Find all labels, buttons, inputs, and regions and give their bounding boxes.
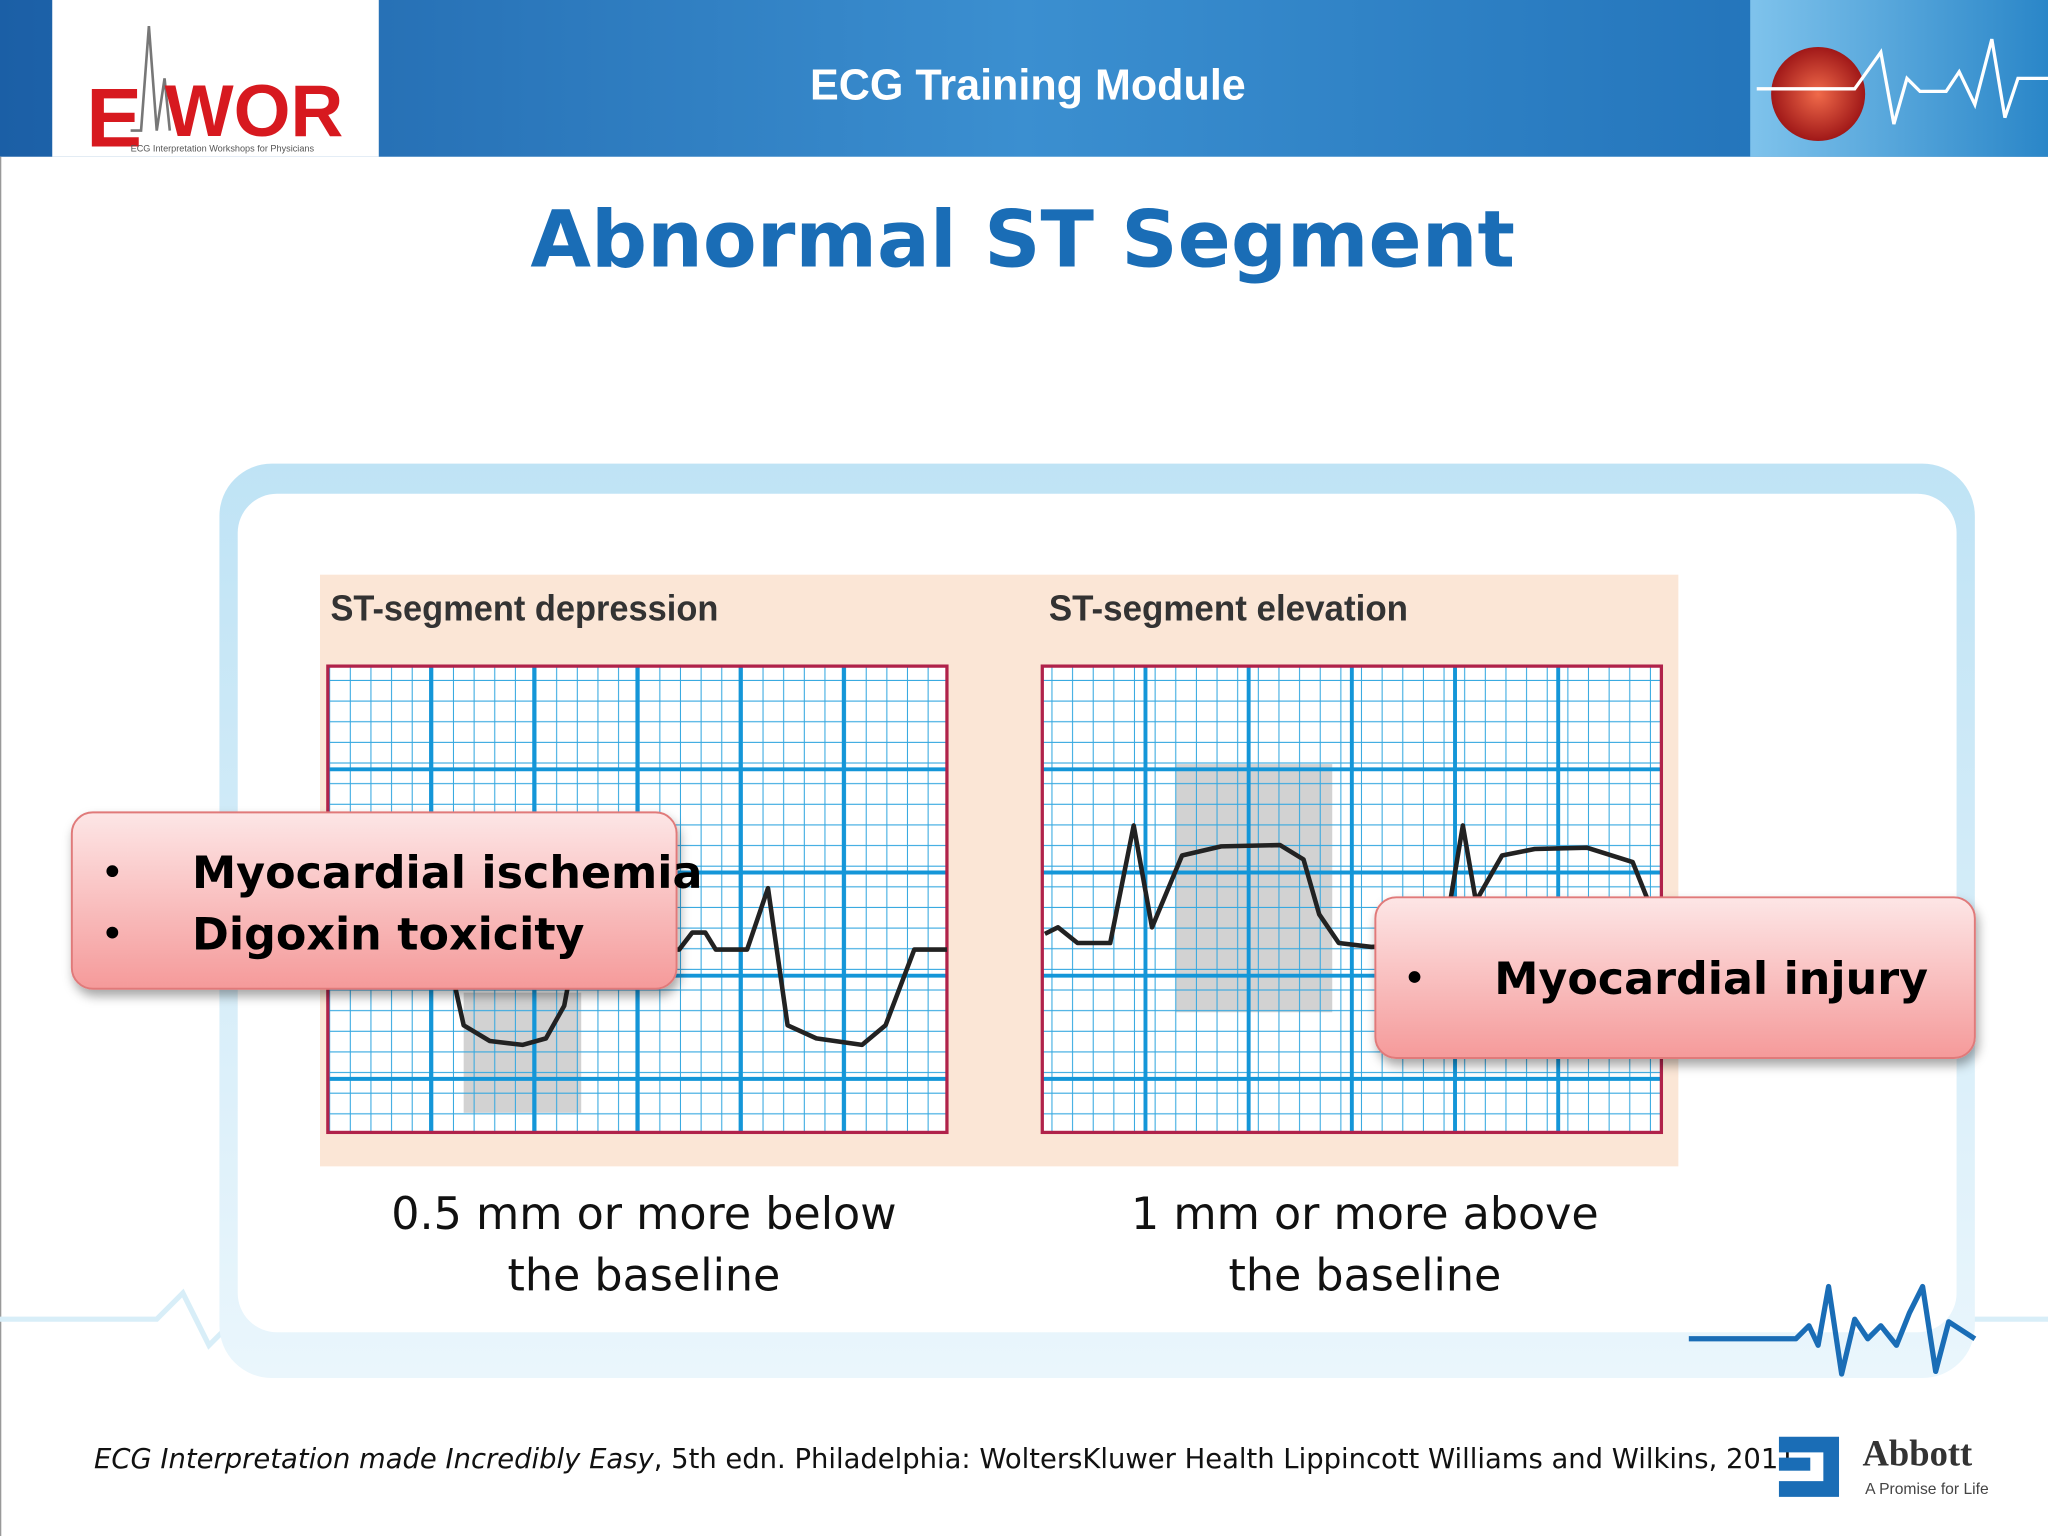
logo-spike	[130, 26, 172, 132]
citation-title: ECG Interpretation made Incredibly Easy	[94, 1444, 654, 1475]
logo-letter: E	[86, 70, 142, 164]
logo-box	[52, 0, 379, 157]
header-title: ECG Training Module	[810, 61, 1246, 109]
bullet	[1408, 971, 1421, 983]
header-ecg	[1756, 38, 2048, 125]
bullet	[106, 926, 119, 939]
callout-box	[70, 811, 678, 990]
logo-letters: WOR	[165, 71, 344, 152]
caption: 0.5 mm or more below	[391, 1189, 896, 1240]
caption: the baseline	[1228, 1250, 1501, 1301]
callout-item: Myocardial injury	[1494, 954, 1928, 1005]
callout-box	[1374, 896, 1976, 1059]
panel-heading: ST-segment depression	[330, 587, 718, 628]
citation: ECG Interpretation made Incredibly Easy,…	[94, 1444, 1804, 1475]
citation-details: , 5th edn. Philadelphia: WoltersKluwer H…	[654, 1444, 1805, 1475]
abbott-tagline: A Promise for Life	[1865, 1481, 1989, 1498]
caption: the baseline	[507, 1250, 780, 1301]
callout-item: Myocardial ischemia	[192, 848, 702, 899]
logo-subtitle: ECG Interpretation Workshops for Physici…	[131, 144, 315, 154]
abbott-name: Abbott	[1863, 1432, 1974, 1473]
heart-icon	[1771, 47, 1866, 142]
decor-ecg	[1688, 1283, 1977, 1377]
slide-title: Abnormal ST Segment	[530, 194, 1515, 285]
bullet	[106, 865, 119, 878]
callout-item: Digoxin toxicity	[192, 910, 585, 961]
caption: 1 mm or more above	[1131, 1189, 1599, 1240]
panel-heading: ST-segment elevation	[1049, 587, 1408, 628]
abbott-mark	[1778, 1436, 1840, 1497]
abbott-mark	[1778, 1457, 1811, 1471]
